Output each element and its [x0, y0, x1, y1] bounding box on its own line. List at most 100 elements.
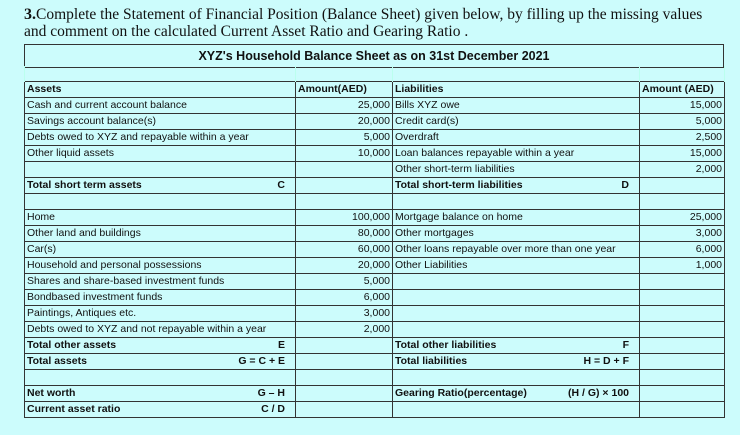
table-row: Home 100,000 Mortgage balance on home 25,00… [24, 209, 725, 226]
liability-label [392, 321, 640, 338]
asset-amount: 10,000 [295, 145, 393, 162]
net-worth-code: G – H [257, 387, 285, 399]
balance-sheet-table: Assets Amount(AED) Liabilities Amount (A… [24, 66, 725, 418]
empty-cell [639, 401, 725, 418]
liability-amount: 1,000 [639, 257, 725, 274]
total-row: Total assets G = C + E Total liabilities H … [24, 353, 725, 370]
total-assets-code: G = C + E [238, 355, 285, 367]
current-asset-ratio-code: C / D [261, 403, 285, 415]
table-row: Bondbased investment funds 6,000 [24, 289, 725, 306]
total-other-liabilities-value [639, 337, 725, 354]
asset-label: Other land and buildings [24, 225, 296, 242]
total-other-assets-label: Total other assets [27, 339, 117, 351]
total-other-liabilities: Total other liabilities F [392, 337, 640, 354]
asset-amount: 20,000 [295, 257, 393, 274]
empty-cell [24, 193, 296, 210]
header-amount-liabilities: Amount (AED) [639, 81, 725, 98]
liability-amount [639, 289, 725, 306]
current-asset-ratio: Current asset ratio C / D [24, 401, 296, 418]
empty-cell [392, 369, 640, 386]
empty-cell [392, 401, 640, 418]
liability-label: Mortgage balance on home [392, 209, 640, 226]
header-amount-assets: Amount(AED) [295, 81, 393, 98]
total-short-term-assets-code: C [277, 179, 285, 191]
empty-cell [295, 193, 393, 210]
total-short-term-assets: Total short term assets C [24, 177, 296, 194]
asset-label: Paintings, Antiques etc. [24, 305, 296, 322]
asset-amount: 2,000 [295, 321, 393, 338]
header-row: Assets Amount(AED) Liabilities Amount (A… [24, 81, 725, 98]
table-row: Car(s) 60,000 Other loans repayable over m… [24, 241, 725, 258]
liability-label [392, 305, 640, 322]
gearing-ratio-label: Gearing Ratio(percentage) [395, 387, 527, 399]
asset-amount: 5,000 [295, 273, 393, 290]
table-row: Debts owed to XYZ and not repayable with… [24, 321, 725, 338]
liability-label [392, 289, 640, 306]
empty-cell [392, 193, 640, 210]
total-short-term-liabilities-label: Total short-term liabilities [395, 179, 523, 191]
asset-label: Debts owed to XYZ and not repayable with… [24, 321, 296, 338]
asset-amount: 3,000 [295, 305, 393, 322]
liability-label: Other Liabilities [392, 257, 640, 274]
empty-row [24, 193, 725, 210]
asset-label: Household and personal possessions [24, 257, 296, 274]
header-assets: Assets [24, 81, 296, 98]
liability-amount: 6,000 [639, 241, 725, 258]
sheet-title: XYZ's Household Balance Sheet as on 31st… [24, 44, 724, 68]
liability-amount [639, 321, 725, 338]
liability-label: Other mortgages [392, 225, 640, 242]
asset-amount: 20,000 [295, 113, 393, 130]
liability-amount: 2,000 [639, 161, 725, 178]
total-liabilities: Total liabilities H = D + F [392, 353, 640, 370]
header-liabilities: Liabilities [392, 81, 640, 98]
total-other-assets-value [295, 337, 393, 354]
liability-label: Loan balances repayable within a year [392, 145, 640, 162]
table-row: Cash and current account balance 25,000 Bi… [24, 97, 725, 114]
empty-cell [295, 369, 393, 386]
gearing-ratio: Gearing Ratio(percentage) (H / G) × 100 [392, 385, 640, 402]
asset-label: Car(s) [24, 241, 296, 258]
liability-amount: 15,000 [639, 97, 725, 114]
question-text: 3.Complete the Statement of Financial Po… [24, 6, 724, 40]
total-other-row: Total other assets E Total other liabiliti… [24, 337, 725, 354]
liability-label [392, 273, 640, 290]
table-row: Other liquid assets 10,000 Loan balances r… [24, 145, 725, 162]
asset-label: Cash and current account balance [24, 97, 296, 114]
asset-amount: 5,000 [295, 129, 393, 146]
liability-label: Credit card(s) [392, 113, 640, 130]
liability-label: Other loans repayable over more than one… [392, 241, 640, 258]
empty-cell [24, 369, 296, 386]
liability-label: Bills XYZ owe [392, 97, 640, 114]
total-assets: Total assets G = C + E [24, 353, 296, 370]
table-row: Debts owed to XYZ and repayable within a… [24, 129, 725, 146]
liability-amount: 25,000 [639, 209, 725, 226]
liability-label: Overdraft [392, 129, 640, 146]
asset-amount [295, 161, 393, 178]
liability-amount: 15,000 [639, 145, 725, 162]
total-liabilities-value [639, 353, 725, 370]
table-row: Paintings, Antiques etc. 3,000 [24, 305, 725, 322]
total-assets-value [295, 353, 393, 370]
total-assets-label: Total assets [27, 355, 87, 367]
liability-label: Other short-term liabilities [392, 161, 640, 178]
asset-amount: 80,000 [295, 225, 393, 242]
table-row: Other land and buildings 80,000 Other mort… [24, 225, 725, 242]
empty-cell [639, 193, 725, 210]
asset-amount: 100,000 [295, 209, 393, 226]
table-row: Other short-term liabilities 2,000 [24, 161, 725, 178]
asset-label: Shares and share-based investment funds [24, 273, 296, 290]
net-worth: Net worth G – H [24, 385, 296, 402]
asset-amount: 60,000 [295, 241, 393, 258]
liability-amount: 3,000 [639, 225, 725, 242]
table-row: Shares and share-based investment funds 5… [24, 273, 725, 290]
table-row: Household and personal possessions 20,000… [24, 257, 725, 274]
liability-amount [639, 273, 725, 290]
total-short-term-liabilities: Total short-term liabilities D [392, 177, 640, 194]
current-ratio-row: Current asset ratio C / D [24, 401, 725, 418]
asset-label: Bondbased investment funds [24, 289, 296, 306]
total-short-term-assets-label: Total short term assets [27, 179, 142, 191]
asset-label: Debts owed to XYZ and repayable within a… [24, 129, 296, 146]
total-other-assets-code: E [277, 339, 285, 351]
asset-label [24, 161, 296, 178]
total-short-term-liabilities-code: D [621, 179, 629, 191]
